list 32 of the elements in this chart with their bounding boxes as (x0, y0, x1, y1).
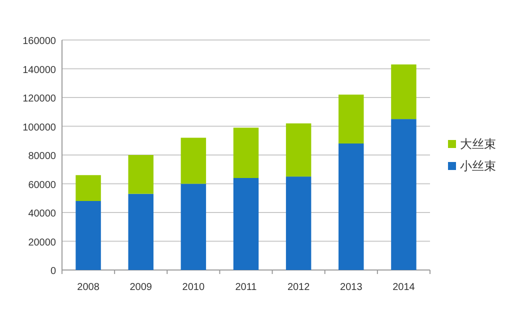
y-tick-label: 100000 (22, 122, 56, 134)
y-tick-label: 0 (50, 266, 56, 277)
bar (391, 119, 416, 270)
bar (128, 155, 154, 194)
x-tick-label: 2010 (182, 282, 205, 293)
bar (286, 123, 312, 177)
x-tick-label: 2013 (340, 282, 363, 293)
y-tick-label: 20000 (28, 237, 56, 248)
bar (338, 144, 364, 270)
y-tick-label: 120000 (22, 94, 56, 104)
bar (233, 128, 259, 178)
legend-label: 大丝束 (460, 137, 496, 151)
y-tick-label: 140000 (22, 64, 56, 76)
legend-label: 小丝束 (460, 159, 496, 173)
bar (338, 94, 364, 144)
y-tick-label: 60000 (28, 180, 56, 191)
x-tick-label: 2009 (130, 282, 152, 293)
bar (76, 201, 101, 270)
y-tick-label: 160000 (22, 36, 56, 47)
bar (180, 138, 206, 184)
bar (128, 194, 154, 270)
x-tick-label: 2011 (235, 282, 258, 293)
bar (233, 178, 259, 270)
bar (180, 184, 206, 270)
x-tick-label: 2012 (287, 282, 310, 293)
x-tick-label: 2014 (392, 282, 416, 293)
y-tick-label: 80000 (28, 151, 56, 162)
bar (286, 176, 312, 270)
y-tick-label: 40000 (28, 208, 56, 220)
x-tick-label: 2008 (77, 282, 100, 293)
bar (391, 64, 416, 120)
bar (76, 175, 101, 201)
